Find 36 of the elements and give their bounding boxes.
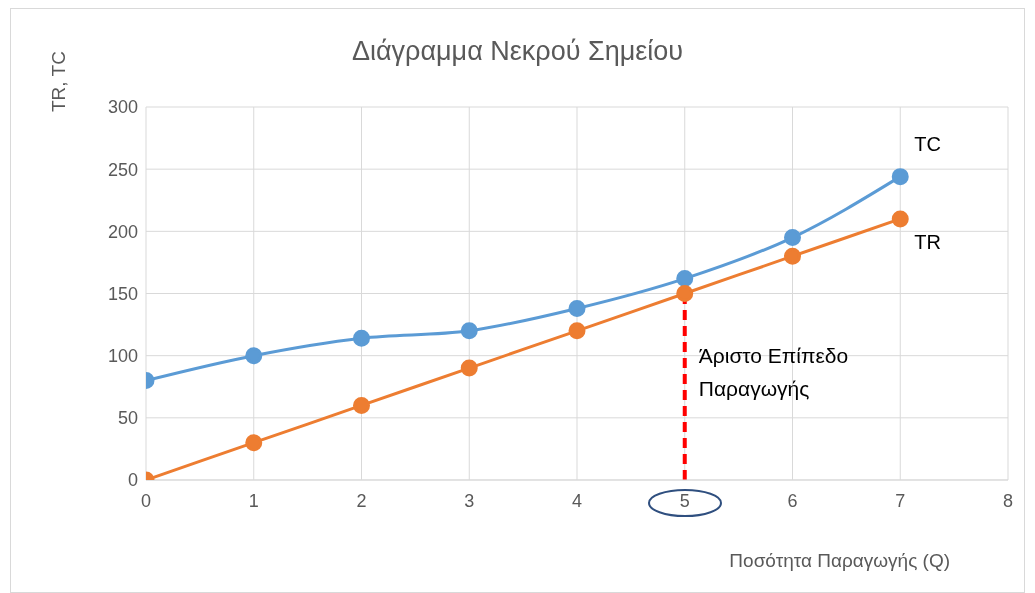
x-tick-label: 3 <box>464 490 475 511</box>
point <box>460 359 478 377</box>
series-label: TC <box>914 132 941 155</box>
point <box>676 270 694 288</box>
y-axis-title: TR, TC <box>48 51 70 112</box>
x-tick-label: 1 <box>248 490 259 511</box>
y-tick-label: 150 <box>107 283 138 304</box>
y-tick-label: 50 <box>117 408 138 429</box>
y-tick-label: 300 <box>107 97 138 118</box>
x-tick-label: 5 <box>679 490 690 511</box>
point <box>353 329 370 347</box>
point <box>568 322 586 340</box>
y-tick-label: 250 <box>107 159 138 180</box>
y-tick-label: 0 <box>127 470 138 491</box>
y-tick-label: 200 <box>107 221 138 242</box>
x-tick-label: 6 <box>787 490 798 511</box>
point <box>784 229 801 247</box>
y-tick-label: 100 <box>107 346 138 367</box>
x-tick-label: 0 <box>140 490 152 511</box>
point <box>245 434 263 452</box>
point <box>245 347 263 365</box>
point <box>353 396 370 414</box>
x-tick-label: 2 <box>356 490 367 511</box>
chart-title: Διάγραμμα Νεκρού Σημείου <box>351 36 684 66</box>
x-tick-label: 4 <box>571 490 583 511</box>
point <box>891 210 909 228</box>
point <box>784 247 801 265</box>
x-tick-label: 7 <box>895 490 906 511</box>
point <box>891 168 909 186</box>
x-axis-title: Ποσότητα Παραγωγής (Q) <box>729 550 950 572</box>
x-tick-label: 8 <box>1002 490 1014 511</box>
ref-line-label: Άριστο Επίπεδο Παραγωγής <box>698 342 850 402</box>
point <box>460 322 478 340</box>
series-label: TR <box>914 230 941 253</box>
point <box>568 299 586 317</box>
point <box>676 285 694 302</box>
